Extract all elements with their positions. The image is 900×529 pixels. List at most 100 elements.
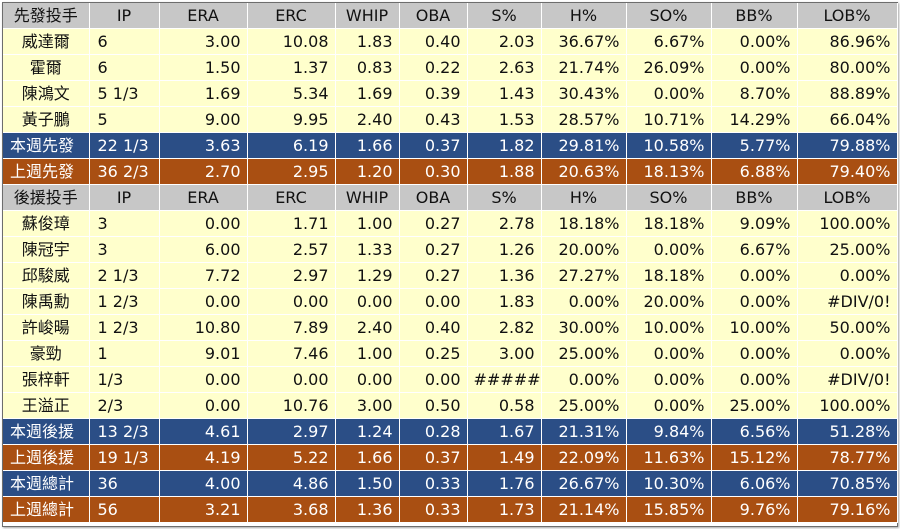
current-week-total-row: 本週後援 13 2/3 4.61 2.97 1.24 0.28 1.67 21.31% 9.84… (3, 418, 898, 445)
total-erc: 2.97 (247, 418, 336, 445)
total-ip: 56 (89, 496, 160, 523)
stat-so-pct: 0.00% (626, 236, 712, 263)
stat-s-pct: 2.03 (467, 28, 542, 55)
stat-era: 3.00 (159, 28, 248, 55)
stat-oba: 0.22 (399, 54, 468, 81)
column-header-h-pct: H% (541, 3, 627, 29)
pitcher-name: 許峻暘 (3, 314, 90, 341)
stat-s-pct: 1.36 (467, 262, 542, 289)
stat-s-pct: 2.63 (467, 54, 542, 81)
stat-lob-pct: 0.00% (797, 340, 898, 367)
pitcher-row: 霍爾 6 1.50 1.37 0.83 0.22 2.63 21.74% 26.09% 0.00%… (3, 54, 898, 81)
stat-oba: 0.39 (399, 80, 468, 107)
total-bb-pct: 6.88% (711, 158, 798, 185)
total-h-pct: 21.14% (541, 496, 627, 523)
previous-week-total-row: 上週後援 19 1/3 4.19 5.22 1.66 0.37 1.49 22.09% 11.6… (3, 444, 898, 471)
total-label: 上週先發 (3, 158, 90, 185)
stat-s-pct: 1.53 (467, 106, 542, 133)
stat-erc: 0.00 (247, 366, 336, 393)
stat-bb-pct: 0.00% (711, 54, 798, 81)
stat-erc: 10.08 (247, 28, 336, 55)
column-header-lob-pct: LOB% (797, 3, 898, 29)
pitcher-name: 威達爾 (3, 28, 90, 55)
pitcher-name: 陳冠宇 (3, 236, 90, 263)
stat-lob-pct: 86.96% (797, 28, 898, 55)
stat-erc: 2.57 (247, 236, 336, 263)
total-whip: 1.66 (335, 444, 400, 471)
stat-h-pct: 0.00% (541, 366, 627, 393)
stat-oba: 0.40 (399, 28, 468, 55)
total-whip: 1.50 (335, 470, 400, 497)
total-label: 上週後援 (3, 444, 90, 471)
section-header-row: 後援投手 IP ERA ERC WHIP OBA S% H% SO% BB% LOB% (3, 184, 898, 211)
total-h-pct: 22.09% (541, 444, 627, 471)
stat-bb-pct: 14.29% (711, 106, 798, 133)
stat-lob-pct: 100.00% (797, 210, 898, 237)
stat-so-pct: 0.00% (626, 392, 712, 419)
total-era: 2.70 (159, 158, 248, 185)
total-oba: 0.37 (399, 132, 468, 159)
column-header-h-pct: H% (541, 184, 627, 211)
total-oba: 0.33 (399, 496, 468, 523)
stat-so-pct: 6.67% (626, 28, 712, 55)
stat-bb-pct: 25.00% (711, 392, 798, 419)
stat-h-pct: 20.00% (541, 236, 627, 263)
total-era: 4.00 (159, 470, 248, 497)
section-header-row: 先發投手 IP ERA ERC WHIP OBA S% H% SO% BB% LOB% (3, 3, 898, 29)
total-era: 3.21 (159, 496, 248, 523)
total-label: 本週先發 (3, 132, 90, 159)
total-whip: 1.36 (335, 496, 400, 523)
stat-ip: 6 (89, 54, 160, 81)
stat-oba: 0.00 (399, 288, 468, 315)
total-s-pct: 1.82 (467, 132, 542, 159)
stat-oba: 0.43 (399, 106, 468, 133)
stat-h-pct: 21.74% (541, 54, 627, 81)
previous-week-total-row: 上週先發 36 2/3 2.70 2.95 1.20 0.30 1.88 20.63% 18.1… (3, 158, 898, 185)
section-header-label: 後援投手 (3, 184, 90, 211)
stat-bb-pct: 0.00% (711, 262, 798, 289)
stat-whip: 1.29 (335, 262, 400, 289)
pitcher-row: 邱駿威 2 1/3 7.72 2.97 1.29 0.27 1.36 27.27% 18.18%… (3, 262, 898, 289)
stat-s-pct: 2.82 (467, 314, 542, 341)
total-lob-pct: 79.88% (797, 132, 898, 159)
pitcher-name: 王溢正 (3, 392, 90, 419)
total-label: 上週總計 (3, 496, 90, 523)
current-week-total-row: 本週總計 36 4.00 4.86 1.50 0.33 1.76 26.67% 10.30% 6.… (3, 470, 898, 497)
stat-h-pct: 36.67% (541, 28, 627, 55)
stat-h-pct: 28.57% (541, 106, 627, 133)
total-s-pct: 1.88 (467, 158, 542, 185)
total-whip: 1.20 (335, 158, 400, 185)
stat-so-pct: 0.00% (626, 340, 712, 367)
stat-bb-pct: 0.00% (711, 366, 798, 393)
stat-s-pct: 2.78 (467, 210, 542, 237)
stat-oba: 0.40 (399, 314, 468, 341)
total-era: 3.63 (159, 132, 248, 159)
stat-s-pct: 1.26 (467, 236, 542, 263)
stat-so-pct: 18.18% (626, 210, 712, 237)
pitcher-row: 蘇俊璋 3 0.00 1.71 1.00 0.27 2.78 18.18% 18.18% 9.09… (3, 210, 898, 237)
stat-so-pct: 10.71% (626, 106, 712, 133)
stat-erc: 7.46 (247, 340, 336, 367)
stat-oba: 0.27 (399, 236, 468, 263)
stat-lob-pct: 25.00% (797, 236, 898, 263)
total-bb-pct: 6.06% (711, 470, 798, 497)
stat-so-pct: 10.00% (626, 314, 712, 341)
total-h-pct: 29.81% (541, 132, 627, 159)
stat-whip: 1.00 (335, 340, 400, 367)
stat-erc: 7.89 (247, 314, 336, 341)
pitcher-row: 豪勁 1 9.01 7.46 1.00 0.25 3.00 25.00% 0.00% 0.00% 0… (3, 340, 898, 367)
pitcher-name: 陳鴻文 (3, 80, 90, 107)
total-whip: 1.66 (335, 132, 400, 159)
stat-whip: 2.40 (335, 314, 400, 341)
stat-so-pct: 20.00% (626, 288, 712, 315)
stat-erc: 1.37 (247, 54, 336, 81)
total-s-pct: 1.73 (467, 496, 542, 523)
stat-bb-pct: 0.00% (711, 288, 798, 315)
stat-lob-pct: 88.89% (797, 80, 898, 107)
stat-so-pct: 26.09% (626, 54, 712, 81)
stat-erc: 2.97 (247, 262, 336, 289)
total-oba: 0.37 (399, 444, 468, 471)
stat-so-pct: 0.00% (626, 80, 712, 107)
stat-erc: 9.95 (247, 106, 336, 133)
stat-ip: 5 (89, 106, 160, 133)
